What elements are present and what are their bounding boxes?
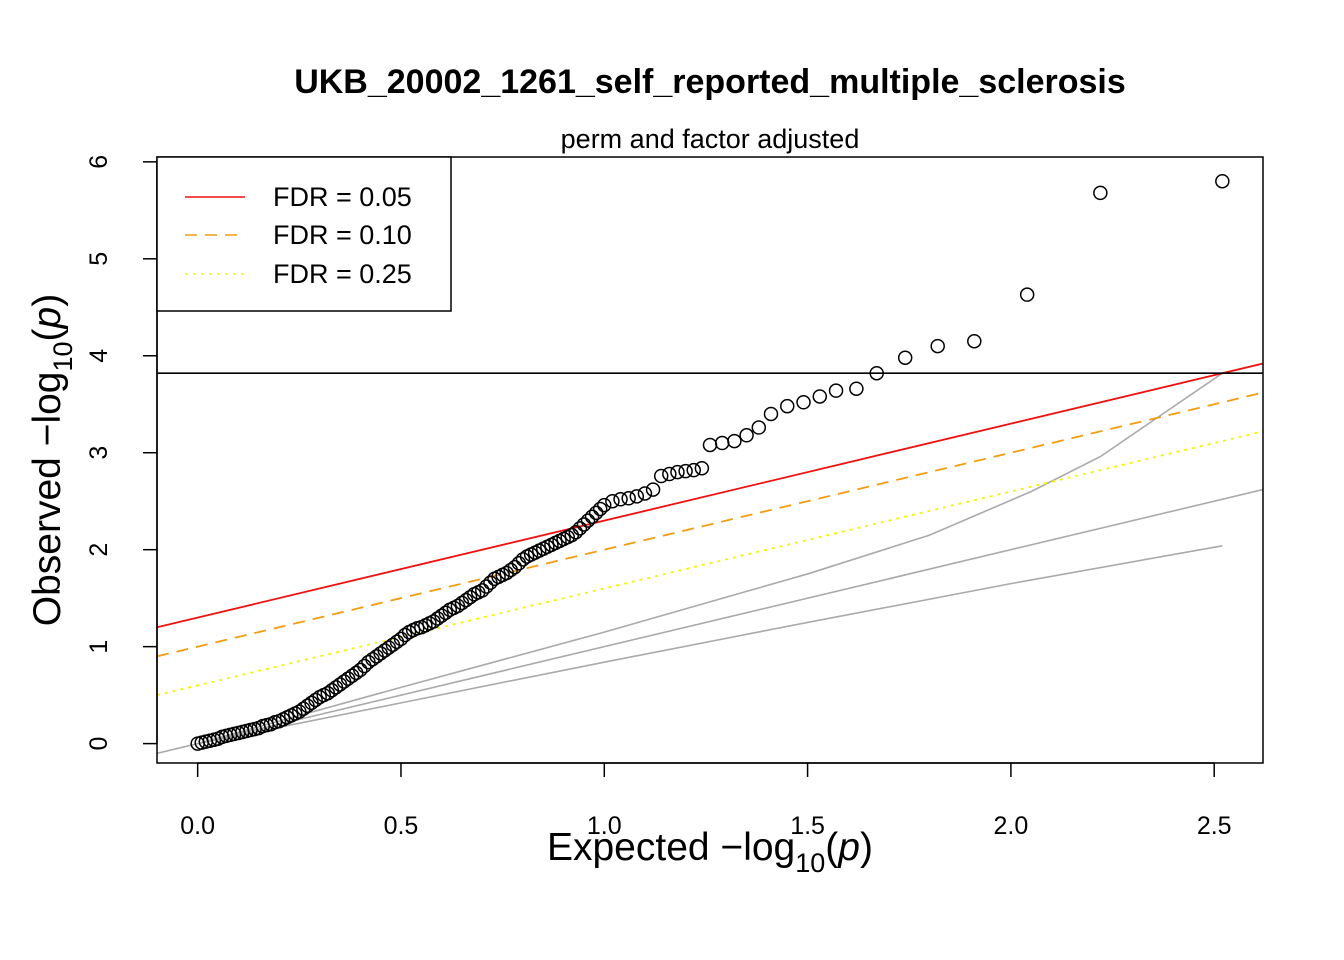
data-point [438, 605, 453, 620]
data-point [812, 389, 828, 404]
x-axis-label-subscript: 10 [795, 848, 825, 878]
x-axis-label-prefix: Expected −log [547, 826, 795, 869]
x-tick-label: 2.5 [1197, 812, 1232, 840]
data-point [308, 692, 323, 708]
x-tick-label: 0.0 [180, 812, 215, 840]
y-axis-label-open: ( [26, 328, 69, 341]
data-point [694, 460, 710, 476]
data-point [1093, 185, 1108, 201]
x-axis: 0.0 0.5 1.0 1.5 2.0 2.5 [180, 762, 1232, 840]
data-point [670, 464, 685, 480]
data-point [568, 524, 584, 540]
data-point [479, 579, 494, 594]
fdr-line-2 [157, 430, 1263, 697]
reference-line-upper-envelope [197, 372, 1223, 745]
data-point [763, 406, 779, 422]
y-tick-label: 5 [85, 252, 113, 266]
data-point [507, 559, 523, 575]
data-point [780, 398, 795, 414]
y-tick-label: 2 [85, 543, 113, 557]
data-point [751, 420, 767, 435]
data-point [1215, 173, 1230, 189]
data-point [576, 517, 592, 532]
legend: FDR = 0.05 FDR = 0.10 FDR = 0.25 [156, 156, 452, 312]
reference-line-diagonal [157, 488, 1263, 755]
x-axis-label-open: ( [825, 826, 838, 869]
data-point [584, 509, 600, 524]
x-tick-label: 2.0 [994, 812, 1029, 840]
data-point [475, 583, 490, 598]
x-axis-label-close: ) [860, 826, 873, 869]
data-point [592, 501, 608, 517]
y-axis-label-prefix: Observed −log [26, 372, 69, 627]
y-tick-label: 1 [85, 640, 113, 654]
data-point [397, 627, 413, 643]
reference-lines [157, 372, 1263, 755]
y-tick-label: 0 [85, 737, 113, 751]
y-axis-label: Observed −log10(p) [26, 294, 78, 627]
data-point [653, 468, 669, 484]
legend-label-fdr-005: FDR = 0.05 [273, 182, 412, 212]
data-point [580, 513, 596, 528]
data-point [572, 521, 588, 536]
data-point [796, 395, 811, 410]
reference-line-lower-envelope [197, 545, 1223, 745]
data-point [1019, 287, 1035, 302]
data-point [686, 462, 701, 478]
legend-label-fdr-010: FDR = 0.10 [273, 220, 412, 250]
chart-title: UKB_20002_1261_self_reported_multiple_sc… [294, 63, 1126, 101]
chart-subtitle: perm and factor adjusted [561, 124, 860, 154]
data-point [662, 466, 677, 482]
y-axis-label-subscript: 10 [48, 341, 78, 371]
fdr-line-1 [157, 391, 1263, 658]
y-axis-label-var: p [26, 307, 69, 330]
data-point [605, 493, 620, 509]
data-point [930, 338, 945, 354]
data-point [727, 433, 742, 449]
fdr-lines [157, 362, 1263, 697]
data-point [897, 350, 913, 365]
data-point [597, 497, 612, 513]
x-axis-label: Expected −log10(p) [547, 826, 873, 878]
data-point [849, 381, 864, 396]
y-axis-label-close: ) [26, 294, 69, 307]
data-point [739, 428, 754, 443]
data-point [613, 492, 628, 507]
data-point [515, 552, 531, 567]
data-point [869, 365, 884, 381]
y-tick-label: 4 [85, 349, 113, 363]
y-tick-label: 6 [85, 155, 113, 169]
data-point [353, 662, 368, 678]
data-point [462, 589, 478, 605]
y-axis: 0 1 2 3 4 5 6 [85, 155, 158, 751]
x-axis-label-var: p [837, 826, 860, 869]
data-points [190, 173, 1230, 751]
legend-box [156, 156, 452, 312]
data-point [678, 463, 693, 479]
fdr-line-0 [157, 362, 1263, 629]
data-point [621, 491, 636, 506]
data-point [967, 333, 982, 349]
data-point [714, 435, 730, 451]
x-tick-label: 0.5 [384, 812, 419, 840]
data-point [511, 556, 527, 571]
data-point [588, 505, 604, 521]
data-point [645, 482, 661, 497]
y-tick-label: 3 [85, 446, 113, 460]
data-point [637, 486, 653, 501]
data-point [564, 527, 579, 543]
legend-label-fdr-025: FDR = 0.25 [273, 259, 412, 289]
x-tick-label: 1.0 [587, 812, 622, 840]
x-tick-label: 1.5 [790, 812, 825, 840]
data-point [702, 437, 718, 453]
data-point [357, 658, 372, 674]
data-point [828, 383, 844, 398]
data-point [629, 489, 645, 504]
